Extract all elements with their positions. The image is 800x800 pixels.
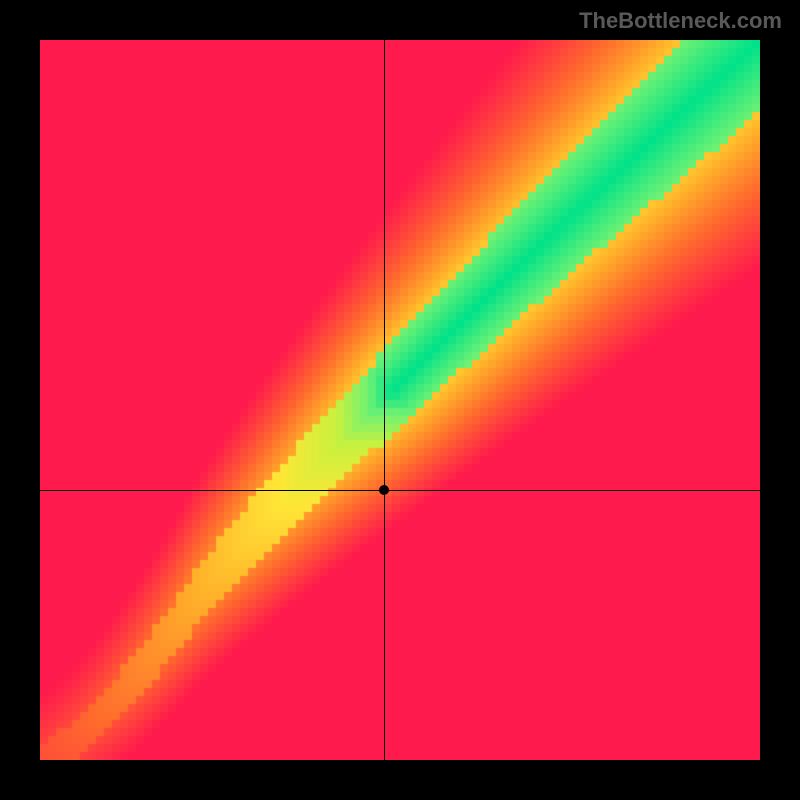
watermark-text: TheBottleneck.com (579, 8, 782, 34)
heatmap-plot (40, 40, 760, 760)
crosshair-horizontal (40, 490, 760, 491)
crosshair-marker (379, 485, 389, 495)
crosshair-vertical (384, 40, 385, 760)
heatmap-canvas (40, 40, 760, 760)
